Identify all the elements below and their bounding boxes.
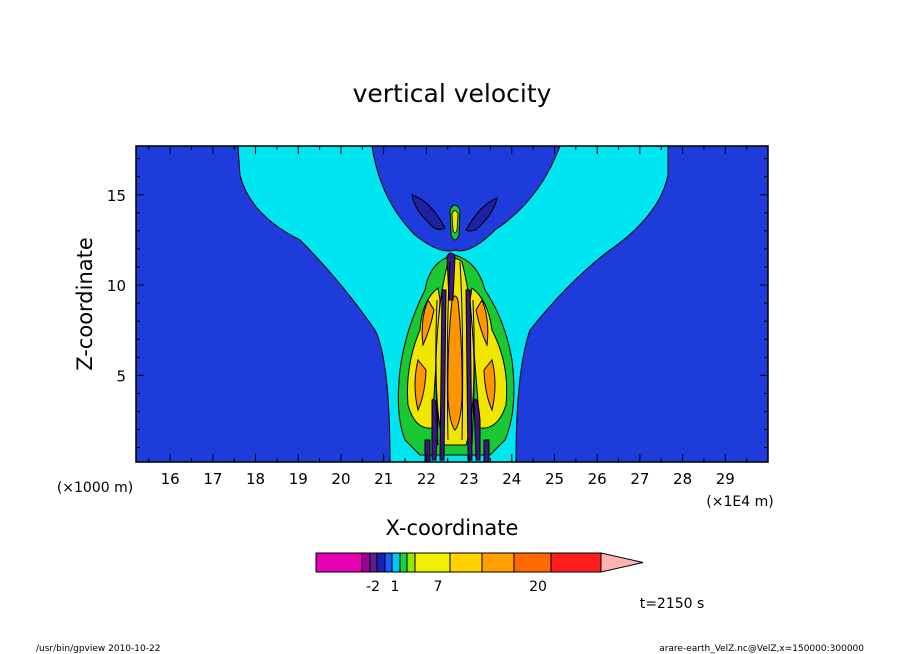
field-region-strong-right-low (483, 358, 496, 412)
x-tick-label: 27 (630, 470, 649, 488)
x-axis: 16 17 18 19 20 21 22 23 24 25 26 27 28 29 (148, 146, 748, 488)
x-unit-left: (×1000 m) (57, 480, 133, 496)
colorbar-segment (391, 552, 401, 573)
colorbar-tick-label: 20 (529, 579, 547, 595)
y-axis: 5 10 15 (107, 158, 768, 449)
x-tick-label: 21 (374, 470, 393, 488)
x-tick-label: 17 (203, 470, 222, 488)
chart-title: vertical velocity (353, 79, 552, 108)
y-tick-label: 5 (116, 367, 126, 385)
x-axis-label: X-coordinate (386, 516, 519, 540)
y-tick-label: 10 (107, 277, 126, 295)
y-tick-label: 15 (107, 187, 126, 205)
field-region-downdraft-top-right (465, 197, 498, 232)
field-region-strong-right (475, 298, 489, 347)
colorbar-segment (481, 552, 515, 573)
colorbar-extension-arrow (600, 552, 644, 573)
colorbar-segment (384, 552, 393, 573)
colorbar-segment (361, 552, 371, 573)
x-tick-label: 20 (331, 470, 350, 488)
x-tick-label: 16 (161, 470, 180, 488)
field-region-updraft-top (451, 210, 459, 234)
colorbar (315, 552, 644, 573)
footer-left: /usr/bin/gpview 2010-10-22 (36, 644, 160, 654)
colorbar-segment (513, 552, 552, 573)
x-tick-label: 24 (502, 470, 521, 488)
contour-lines (435, 261, 475, 446)
field-region-strong-left (421, 298, 435, 347)
colorbar-tick-label: 7 (434, 579, 443, 595)
colorbar-tick-labels: -2 1 7 20 (366, 579, 547, 595)
x-unit-right: (×1E4 m) (706, 494, 773, 510)
colorbar-segment (449, 552, 483, 573)
colorbar-segment (399, 552, 408, 573)
field-region-strong-center (447, 295, 463, 431)
plot-frame (135, 145, 769, 463)
colorbar-segment (376, 552, 386, 573)
colorbar-segment (315, 552, 363, 573)
time-label: t=2150 s (640, 596, 705, 612)
colorbar-segment (369, 552, 378, 573)
colorbar-segment (550, 552, 602, 573)
x-tick-label: 18 (246, 470, 265, 488)
x-tick-label: 22 (417, 470, 436, 488)
x-tick-label: 28 (673, 470, 692, 488)
x-tick-label: 23 (460, 470, 479, 488)
field-region-downdraft-core (424, 252, 490, 463)
colorbar-tick-label: -2 (366, 579, 380, 595)
x-tick-label: 25 (545, 470, 564, 488)
field-region-downdraft-top-left (411, 194, 446, 230)
footer-right: arare-earth_VelZ.nc@VelZ,x=150000:300000 (659, 644, 864, 654)
x-tick-label: 26 (588, 470, 607, 488)
field-region-strong-left-low (414, 358, 427, 412)
y-axis-label: Z-coordinate (73, 237, 97, 371)
colorbar-segment (406, 552, 416, 573)
colorbar-segment (414, 552, 451, 573)
colorbar-tick-label: 1 (391, 579, 400, 595)
x-tick-label: 29 (716, 470, 735, 488)
x-tick-label: 19 (289, 470, 308, 488)
